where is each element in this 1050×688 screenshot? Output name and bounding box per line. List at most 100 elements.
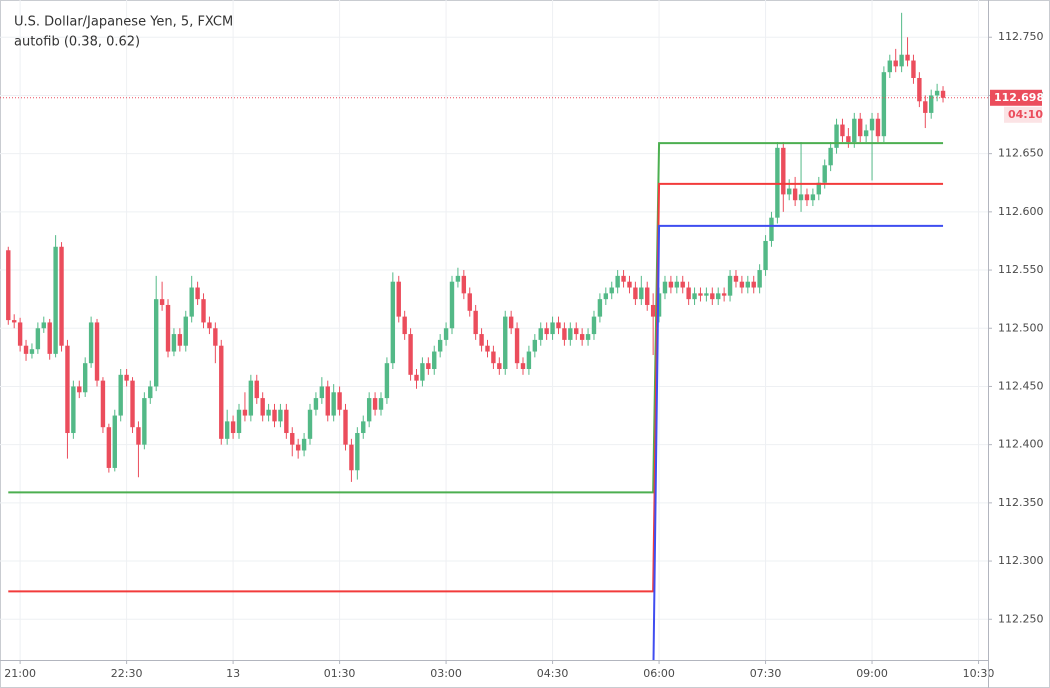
candle-body [668, 281, 674, 288]
candle-body [266, 409, 271, 416]
candle-body [337, 392, 342, 410]
candle-body [828, 147, 833, 166]
x-tick-label: 04:30 [537, 667, 569, 680]
candle-body [77, 386, 82, 393]
candle-body [485, 345, 490, 352]
candle-body [822, 165, 827, 183]
candle-body [721, 293, 727, 296]
candle-body [171, 334, 177, 352]
candle-body [230, 421, 236, 434]
y-tick-label: 112.650 [998, 147, 1044, 160]
candle-body [650, 304, 656, 317]
candle-body [899, 54, 904, 67]
candle-body [331, 392, 336, 416]
last-price-tag [990, 89, 1042, 106]
candle-body [301, 438, 307, 451]
chart-title: U.S. Dollar/Japanese Yen, 5, FXCM [14, 15, 233, 30]
candle-body [396, 281, 401, 317]
candle-body [307, 409, 313, 439]
candle-body [159, 299, 165, 305]
fib-level [652, 224, 944, 660]
y-tick-label: 112.250 [998, 612, 1044, 625]
candle-body [437, 339, 443, 352]
candle-body [585, 334, 591, 340]
x-tick-label: 09:00 [856, 667, 888, 680]
candle-body [207, 322, 212, 329]
candle-body [869, 118, 875, 131]
indicator-label: autofib (0.38, 0.62) [14, 35, 140, 50]
candle-body [579, 334, 585, 340]
candle-body [775, 147, 780, 218]
candle-body [757, 270, 762, 288]
candle-body [514, 328, 520, 364]
candle-body [792, 188, 798, 201]
candle-body [272, 409, 277, 422]
last-price-label: 112.698 [994, 91, 1044, 104]
candle-body [562, 328, 567, 340]
candle-body [432, 351, 437, 369]
candle-body [124, 374, 129, 381]
candle-body [497, 363, 502, 369]
candle-body [142, 398, 147, 445]
candle-body [929, 95, 934, 113]
candle-body [911, 60, 916, 78]
candle-body [295, 444, 301, 451]
candle-body [41, 322, 46, 329]
candle-body [112, 415, 117, 468]
candle-body [201, 299, 206, 323]
candle-body [219, 345, 224, 439]
candle-body [290, 433, 295, 445]
candle-body [520, 363, 526, 369]
candle-body [627, 281, 632, 288]
candle-body [716, 293, 721, 300]
y-tick-label: 112.500 [998, 321, 1044, 334]
candle-body [11, 320, 17, 323]
candle-body [544, 328, 549, 335]
candle-body [248, 380, 254, 416]
candle-body [378, 398, 384, 410]
candle-body [556, 322, 561, 329]
x-tick-label: 21:00 [4, 667, 36, 680]
candle-body [863, 130, 869, 137]
x-tick-label: 13 [226, 667, 240, 680]
candle-body [278, 409, 283, 422]
candle-body [491, 351, 496, 364]
candle-body [449, 281, 455, 329]
candle-body [834, 124, 839, 148]
candle-body [781, 147, 786, 195]
candle-body [59, 246, 64, 346]
candle-body [224, 421, 230, 439]
candle-body [698, 293, 703, 296]
candle-body [905, 54, 910, 61]
candle-body [65, 345, 70, 434]
candle-body [366, 398, 372, 422]
candle-body [53, 246, 58, 354]
candle-body [503, 316, 508, 369]
candle-body [917, 77, 922, 102]
candle-body [846, 136, 851, 143]
candle-body [153, 299, 159, 387]
candle-body [313, 398, 319, 410]
candle-body [6, 250, 11, 321]
candle-body [325, 386, 330, 416]
candle-body [733, 275, 739, 282]
candle-body [71, 386, 76, 434]
candle-body [934, 90, 940, 96]
candle-body [426, 363, 431, 369]
candle-body [242, 409, 248, 416]
y-tick-label: 112.350 [998, 496, 1044, 509]
candle-body [148, 386, 153, 399]
x-tick-label: 03:00 [430, 667, 462, 680]
x-tick-label: 06:00 [643, 667, 675, 680]
countdown-tag [1004, 106, 1042, 123]
candle-body [940, 90, 946, 98]
candle-body [923, 101, 928, 113]
candle-body [686, 287, 691, 300]
x-tick-label: 22:30 [111, 667, 143, 680]
candle-body [710, 293, 715, 300]
candle-body [23, 345, 29, 354]
candle-body [284, 409, 289, 434]
candle-body [136, 427, 141, 445]
candle-body [609, 287, 614, 294]
